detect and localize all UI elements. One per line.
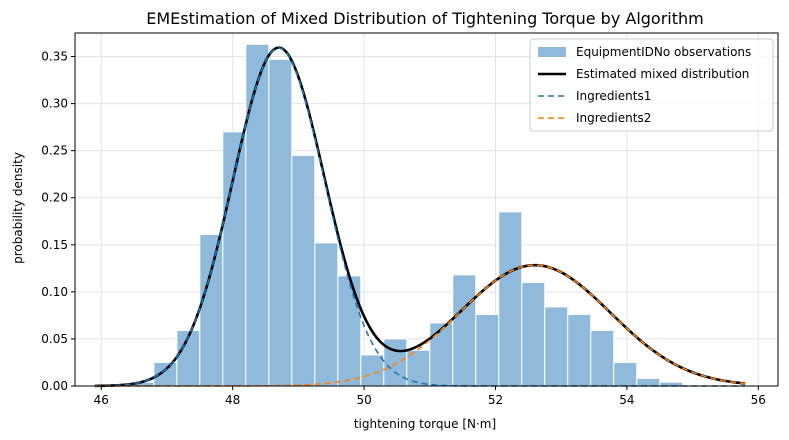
histogram-bar	[429, 322, 454, 387]
histogram-bar	[521, 281, 546, 387]
histogram-bar	[544, 306, 569, 387]
x-axis-label: tightening torque [N·m]	[354, 417, 496, 431]
legend-label: EquipmentIDNo observations	[576, 45, 751, 59]
y-tick-label: 0.15	[41, 238, 68, 252]
legend-box	[529, 38, 774, 132]
x-tick-label: 56	[751, 393, 766, 407]
histogram-bar	[245, 43, 270, 387]
histogram-bar	[337, 275, 362, 387]
chart-title: EMEstimation of Mixed Distribution of Ti…	[146, 9, 704, 28]
plot-frame	[74, 32, 779, 387]
x-tick-label: 50	[356, 393, 371, 407]
histogram-bar	[314, 242, 339, 387]
y-axis-ticks: 0.00 0.05 0.10 0.15 0.20 0.25 0.30 0.35	[41, 50, 75, 393]
histogram-bar	[590, 329, 615, 387]
y-tick-label: 0.30	[41, 97, 68, 111]
y-tick-label: 0.10	[41, 285, 68, 299]
histogram-bar	[567, 313, 592, 387]
x-tick-label: 54	[619, 393, 634, 407]
x-axis-ticks: 46 48 50 52 54 56	[94, 386, 766, 407]
histogram-bar	[199, 233, 224, 387]
histogram-bar	[636, 377, 661, 387]
y-tick-label: 0.00	[41, 379, 68, 393]
x-tick-label: 46	[94, 393, 109, 407]
legend-swatch-observations	[538, 47, 566, 57]
y-tick-label: 0.25	[41, 144, 68, 158]
histogram-bars	[130, 43, 684, 387]
histogram-bar	[291, 154, 316, 387]
histogram-bar	[452, 274, 477, 387]
legend-label: Estimated mixed distribution	[576, 67, 749, 81]
x-tick-label: 52	[488, 393, 503, 407]
y-tick-label: 0.35	[41, 50, 68, 64]
y-tick-label: 0.05	[41, 332, 68, 346]
histogram-bar	[498, 211, 523, 387]
ingredients2-line	[94, 264, 746, 387]
x-tick-label: 48	[225, 393, 240, 407]
y-axis-label: probability density	[11, 152, 25, 264]
legend-label: Ingredients2	[576, 111, 651, 125]
histogram-bar	[360, 354, 385, 387]
y-tick-label: 0.20	[41, 191, 68, 205]
histogram-bar	[475, 313, 500, 387]
histogram-bar	[268, 58, 293, 387]
legend-label: Ingredients1	[576, 89, 651, 103]
legend: EquipmentIDNo observations Estimated mixe…	[529, 38, 774, 132]
histogram-bar	[613, 361, 638, 387]
